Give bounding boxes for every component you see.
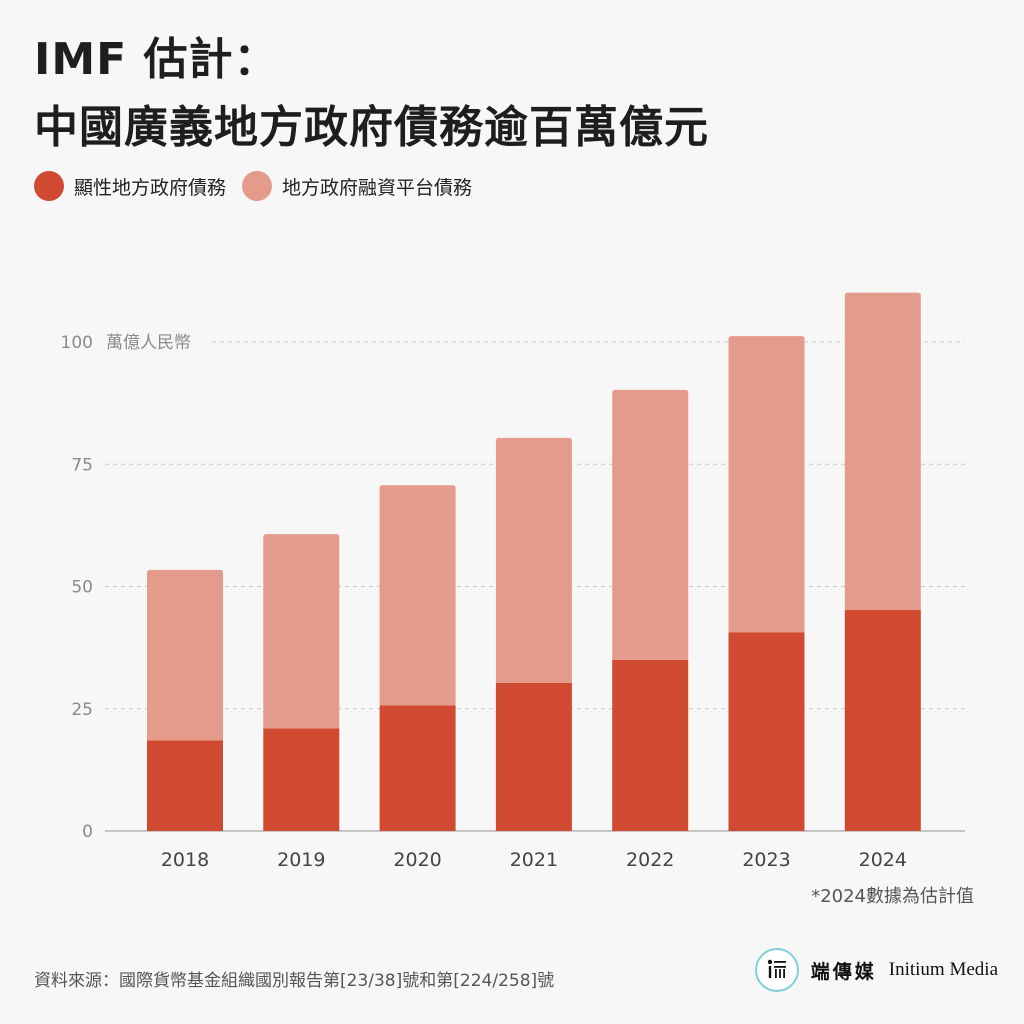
chart-title-line-2: 中國廣義地方政府債務逾百萬億元: [34, 102, 709, 153]
chart-legend: 顯性地方政府債務 地方政府融資平台債務: [34, 171, 488, 201]
bar-2022-series-1: [612, 389, 689, 660]
logo-mark-icon: [767, 959, 786, 978]
legend-item-explicit-debt: 顯性地方政府債務: [34, 171, 226, 201]
estimate-footnote: *2024數據為估計值: [811, 886, 974, 907]
legend-swatch-explicit-debt: [34, 171, 64, 201]
y-tick-label-100: 100: [61, 333, 93, 353]
bar-2021-series-0: [495, 682, 572, 831]
y-tick-label-50: 50: [71, 578, 93, 598]
y-axis-unit-label: 萬億人民幣: [106, 333, 191, 353]
x-tick-label-2024: 2024: [859, 849, 907, 871]
bar-2019-series-1: [263, 534, 340, 729]
initium-logo-icon: [754, 948, 799, 992]
y-tick-label-25: 25: [71, 700, 93, 720]
x-tick-label-2023: 2023: [742, 849, 790, 871]
brand-block: 端傳媒 Initium Media: [754, 948, 998, 992]
x-tick-label-2018: 2018: [161, 849, 209, 871]
data-source-note: 資料來源：國際貨幣基金組織國別報告第[23/38]號和第[224/258]號: [34, 971, 555, 991]
bar-2024-series-0: [844, 609, 921, 831]
bar-2023-series-0: [728, 632, 805, 831]
bar-2022-series-0: [612, 659, 689, 831]
y-tick-label-0: 0: [82, 822, 93, 842]
x-tick-label-2021: 2021: [510, 849, 558, 871]
x-tick-label-2019: 2019: [277, 849, 325, 871]
legend-label-lgfv-debt: 地方政府融資平台債務: [282, 176, 473, 199]
bar-2023-series-1: [728, 336, 805, 633]
bar-2018-series-0: [147, 740, 223, 831]
x-tick-label-2022: 2022: [626, 849, 674, 871]
y-tick-label-75: 75: [71, 455, 93, 475]
legend-label-explicit-debt: 顯性地方政府債務: [74, 176, 227, 199]
bar-2020-series-0: [379, 705, 456, 831]
x-tick-label-2020: 2020: [393, 849, 441, 871]
bar-2024-series-1: [844, 292, 921, 610]
brand-name-chinese: 端傳媒: [810, 960, 877, 983]
bar-2020-series-1: [379, 485, 456, 706]
legend-item-lgfv-debt: 地方政府融資平台債務: [242, 171, 472, 201]
legend-swatch-lgfv-debt: [242, 171, 273, 201]
bar-2018-series-1: [147, 569, 223, 741]
brand-name-english: Initium Media: [888, 959, 998, 980]
chart-title-line-1: IMF 估計：: [34, 34, 279, 85]
bar-2021-series-1: [495, 437, 572, 683]
bar-2019-series-0: [263, 728, 340, 831]
